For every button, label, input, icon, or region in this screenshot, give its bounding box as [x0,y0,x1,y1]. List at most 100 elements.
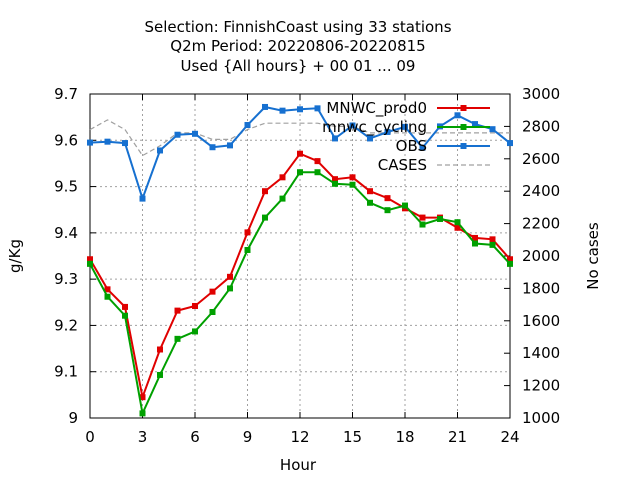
data-point-obs [244,122,251,129]
y-tick-label: 9.1 [54,363,78,381]
y2-tick-label: 1000 [522,409,560,427]
data-point-mnwc-cycling [367,199,373,206]
data-point-mnwc-prod0 [419,214,426,221]
data-point-mnwc-prod0 [104,286,111,293]
data-point-mnwc-cycling [157,371,163,378]
data-point-obs [419,144,426,151]
legend-entry-mnwc-prod0: MNWC_prod0 [326,99,490,118]
data-point-mnwc-cycling [244,246,251,253]
legend-label-obs: OBS [396,137,427,155]
data-point-mnwc-cycling [472,240,478,247]
data-point-mnwc-cycling [209,309,216,316]
data-point-mnwc-prod0 [384,195,391,202]
data-point-mnwc-cycling [384,207,391,214]
series-mnwc-cycling [87,169,513,417]
data-point-obs [507,140,513,147]
data-point-obs [489,126,496,133]
x-tick-label: 9 [243,428,253,446]
data-point-mnwc-cycling [139,410,146,417]
data-point-obs [332,135,338,142]
y2-tick-label: 1400 [522,344,560,362]
data-point-mnwc-prod0 [122,303,128,310]
data-point-mnwc-prod0 [349,174,356,181]
data-point-obs [472,121,478,128]
legend-marker-mnwc-prod0 [460,105,467,111]
x-tick-label: 6 [190,428,200,446]
data-point-obs [314,105,321,112]
data-point-obs [227,142,233,149]
x-tick-label: 24 [500,428,519,446]
legend-label-mnwc-cycling: mnwc_cycling [322,118,427,137]
data-point-obs [349,122,356,129]
data-point-mnwc-cycling [419,221,426,228]
y2-tick-label: 3000 [522,85,560,103]
x-tick-label: 15 [343,428,362,446]
y2-tick-label: 1600 [522,312,560,330]
data-point-obs [454,112,461,119]
data-point-mnwc-prod0 [192,302,198,309]
data-point-mnwc-prod0 [454,224,461,231]
data-point-mnwc-prod0 [489,236,496,243]
x-axis-label: Hour [280,456,317,474]
chart-title-line-3: Used {All hours} + 00 01 ... 09 [181,57,416,75]
data-point-obs [384,128,391,135]
data-point-obs [139,195,146,202]
data-point-obs [209,144,216,151]
data-point-obs [297,106,303,113]
series-line-mnwc-cycling [89,171,511,417]
series-layer [87,103,513,417]
data-point-mnwc-prod0 [332,176,338,183]
data-point-mnwc-cycling [262,214,268,221]
y2-tick-label: 1200 [522,377,560,395]
data-point-mnwc-prod0 [314,158,321,165]
data-point-mnwc-prod0 [244,229,251,236]
data-point-mnwc-prod0 [507,256,513,263]
chart-title-line-1: Selection: FinnishCoast using 33 station… [144,18,451,36]
data-point-mnwc-prod0 [262,188,268,195]
y2-tick-label: 2400 [522,182,560,200]
data-point-obs [402,123,408,130]
data-point-mnwc-cycling [437,215,443,222]
y2-tick-label: 2000 [522,247,560,265]
data-point-mnwc-cycling [192,328,198,335]
legend-label-cases: CASES [378,156,427,174]
legend-marker-mnwc-cycling [460,124,467,130]
x-tick-label: 0 [85,428,95,446]
legend-entry-obs: OBS [396,137,490,155]
data-point-obs [87,139,93,146]
data-point-mnwc-cycling [87,260,93,267]
data-point-obs [122,140,128,147]
grid [90,94,510,418]
data-point-mnwc-cycling [104,293,111,300]
legend-entry-cases: CASES [378,156,490,174]
y-tick-label: 9 [68,409,78,427]
data-point-mnwc-prod0 [279,174,286,181]
y2-axis-label: No cases [584,222,602,290]
data-point-mnwc-cycling [279,195,286,202]
data-point-mnwc-cycling [174,335,181,342]
data-point-mnwc-prod0 [227,273,233,280]
chart-title: Selection: FinnishCoast using 33 station… [144,18,451,75]
data-point-mnwc-cycling [349,181,356,188]
data-point-mnwc-cycling [297,169,303,176]
legend-entry-mnwc-cycling: mnwc_cycling [322,118,490,137]
y-axis-label: g/Kg [6,239,24,273]
x-tick-label: 12 [290,428,309,446]
data-point-mnwc-cycling [332,180,338,187]
y-tick-label: 9.3 [54,270,78,288]
x-tick-label: 21 [448,428,467,446]
data-point-mnwc-prod0 [157,346,163,353]
data-point-obs [367,135,373,142]
series-line-cases [89,119,510,157]
data-point-mnwc-cycling [454,219,461,226]
y-tick-label: 9.2 [54,316,78,334]
y2-tick-label: 2800 [522,117,560,135]
y-tick-label: 9.4 [54,224,78,242]
data-point-obs [104,138,111,145]
data-point-mnwc-cycling [507,260,513,267]
axis-ticks: 0 3 6 9 12 15 18 21 24 9 9.1 9.2 9.3 9.4 9.5 9.6 9.7 1000… [54,85,560,446]
legend-label-mnwc-prod0: MNWC_prod0 [326,99,427,118]
data-point-obs [192,130,198,137]
data-point-obs [279,107,286,114]
